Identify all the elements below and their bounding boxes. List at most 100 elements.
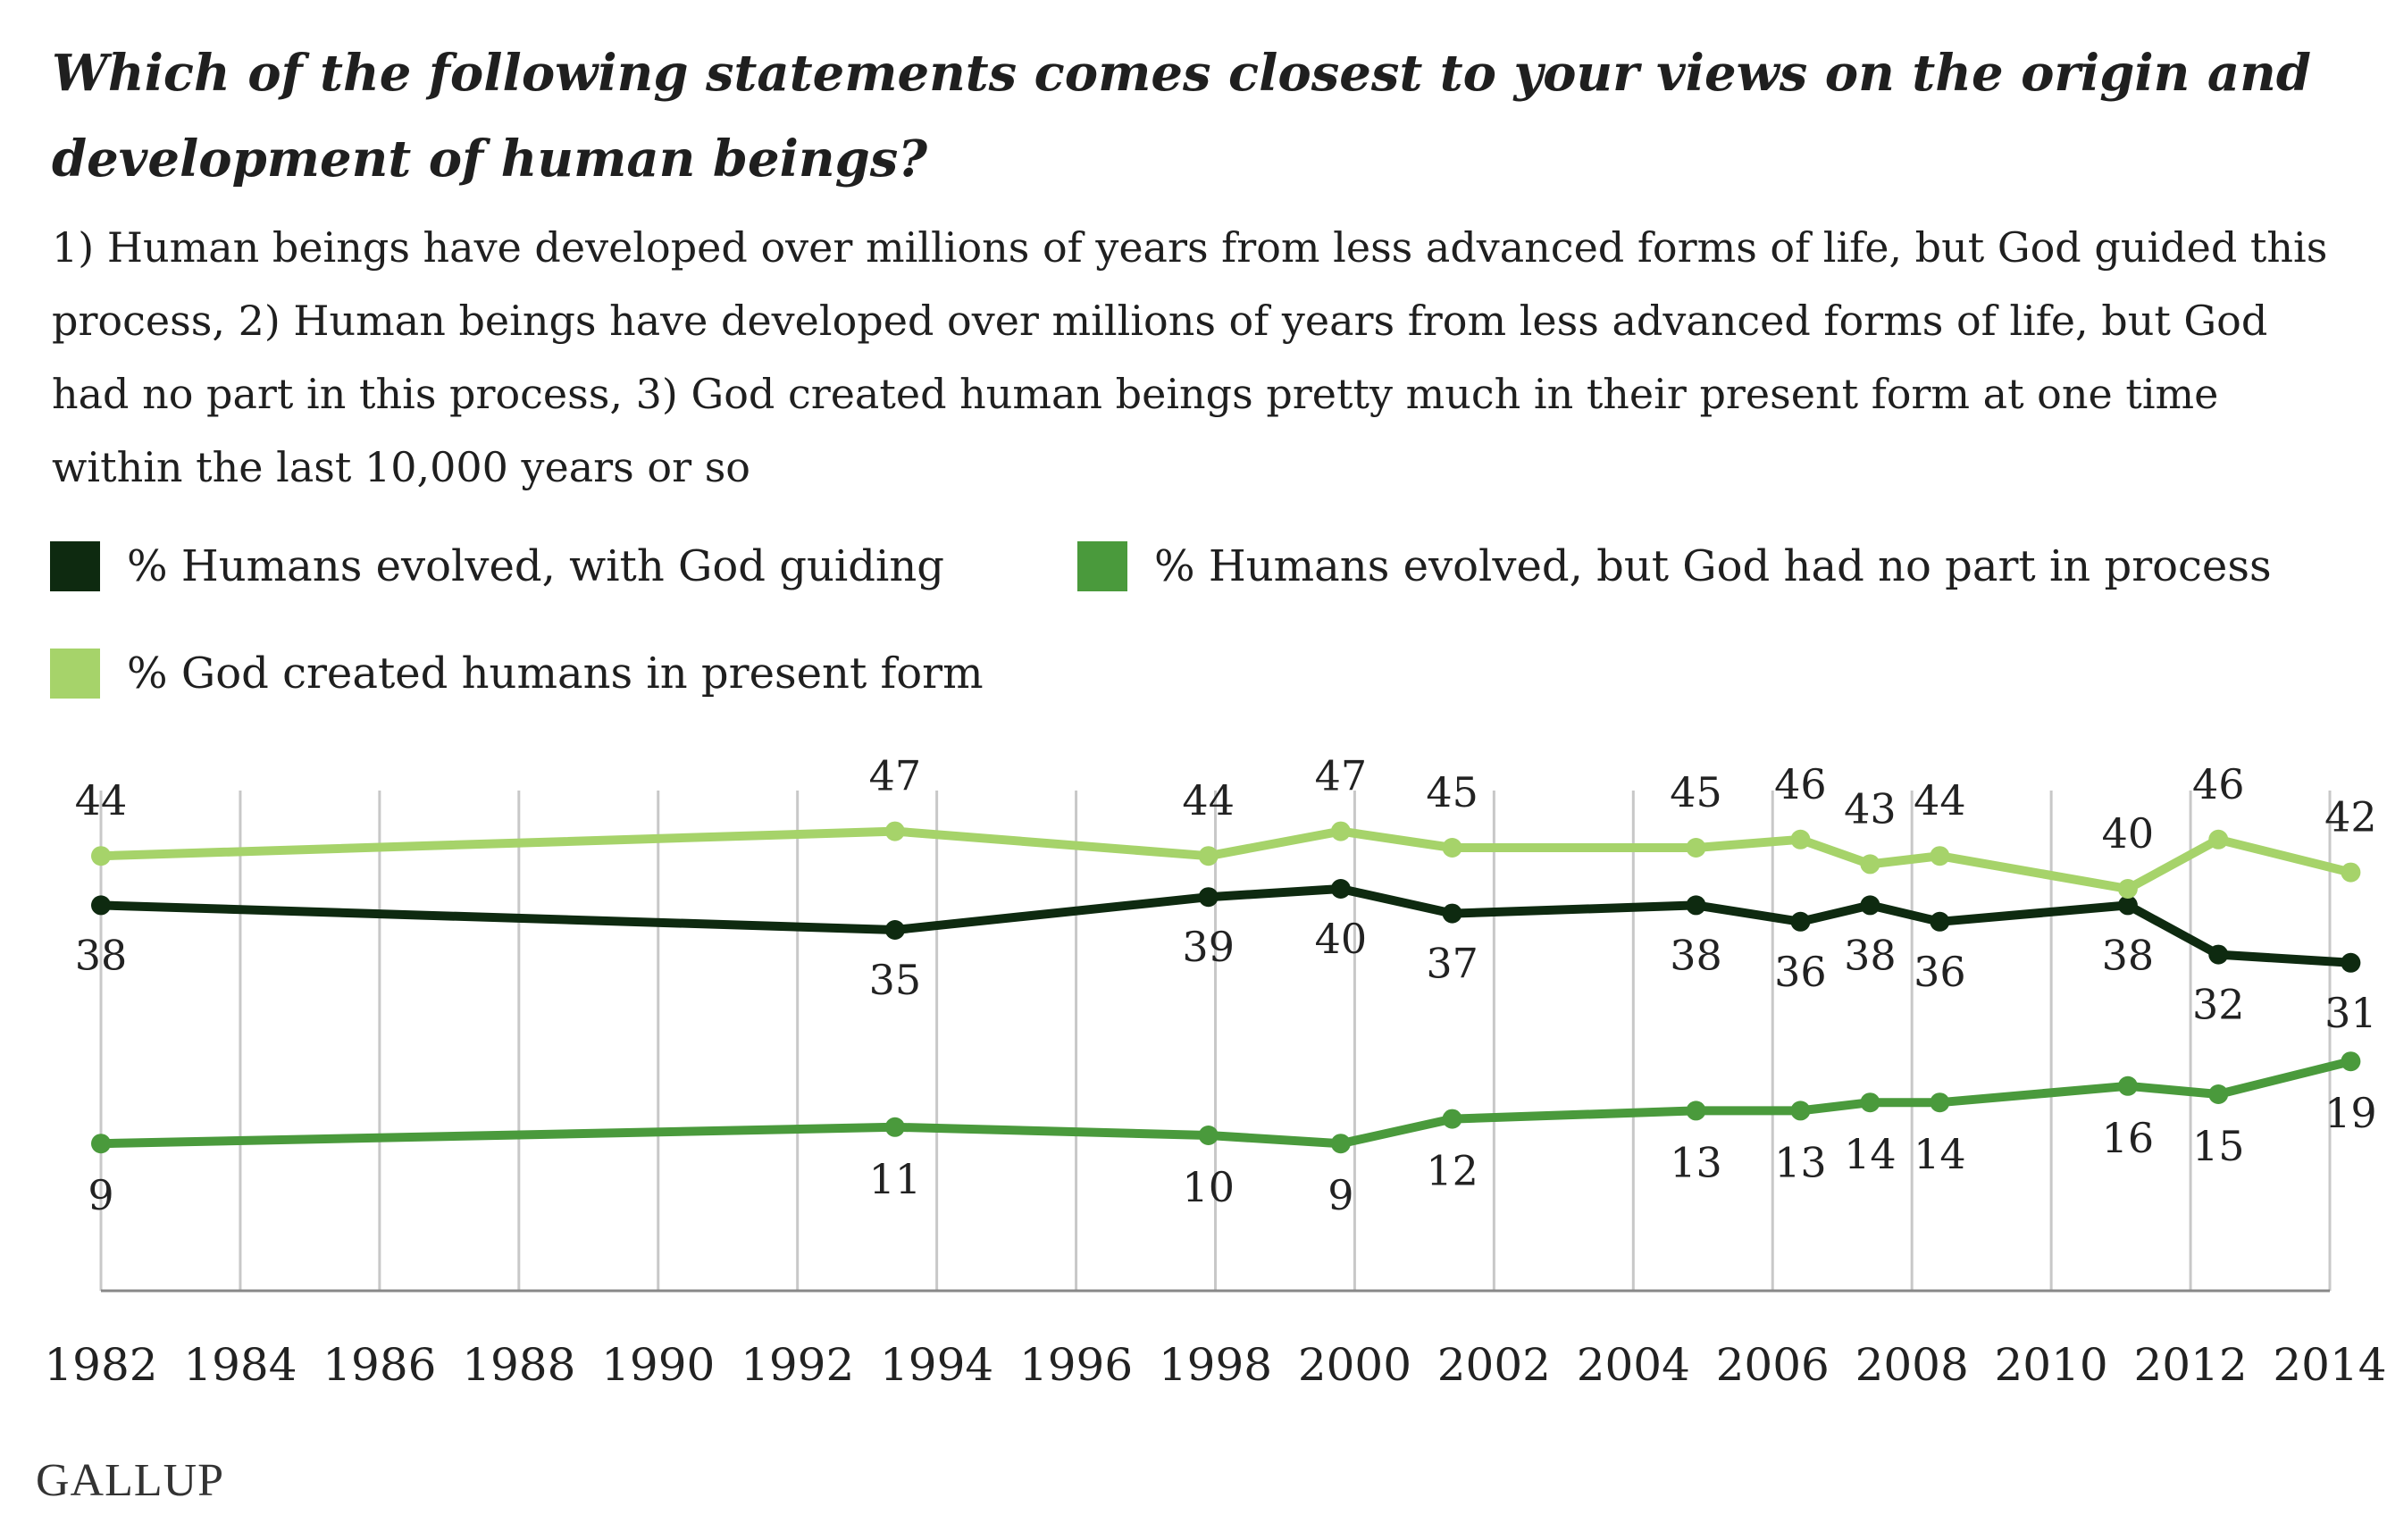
x-tick-label: 2012 xyxy=(2133,1339,2247,1391)
data-label-no-god: 15 xyxy=(2192,1122,2245,1170)
data-point-god-guiding xyxy=(1930,911,1950,932)
data-label-no-god: 12 xyxy=(1426,1147,1478,1195)
legend-item-creationist: % God created humans in present form xyxy=(50,649,984,699)
data-label-creationist: 42 xyxy=(2324,793,2377,841)
x-tick-label: 1994 xyxy=(880,1339,993,1391)
data-label-creationist: 46 xyxy=(1774,760,1827,808)
data-point-god-guiding xyxy=(1686,895,1706,916)
x-tick-label: 2010 xyxy=(1995,1339,2108,1391)
data-label-god-guiding: 32 xyxy=(2192,981,2245,1029)
data-point-god-guiding xyxy=(884,920,905,940)
data-label-creationist: 45 xyxy=(1426,768,1478,816)
data-point-god-guiding xyxy=(1442,903,1462,924)
x-tick-label: 2008 xyxy=(1855,1339,1969,1391)
series-line-no-god xyxy=(96,1057,2356,1149)
legend-label-no-god: % Humans evolved, but God had no part in… xyxy=(1154,541,2272,591)
legend-label-creationist: % God created humans in present form xyxy=(127,649,984,699)
data-point-creationist xyxy=(2208,829,2229,850)
data-point-creationist xyxy=(2341,862,2361,883)
data-label-god-guiding: 38 xyxy=(1844,931,1897,979)
x-tick-label: 1996 xyxy=(1019,1339,1133,1391)
data-label-no-god: 13 xyxy=(1774,1138,1827,1186)
data-label-no-god: 14 xyxy=(1914,1130,1966,1178)
data-point-god-guiding xyxy=(1330,879,1351,899)
data-point-god-guiding xyxy=(1860,895,1880,916)
data-label-god-guiding: 31 xyxy=(2324,989,2377,1037)
x-tick-label: 2006 xyxy=(1716,1339,1830,1391)
data-point-no-god xyxy=(91,1134,111,1154)
data-point-creationist xyxy=(1686,838,1706,858)
data-point-no-god xyxy=(1930,1092,1950,1113)
legend-swatch-creationist xyxy=(50,649,100,699)
data-label-no-god: 9 xyxy=(88,1171,113,1219)
series-line-creationist xyxy=(96,826,2356,893)
chart-subtitle: 1) Human beings have developed over mill… xyxy=(52,223,2328,491)
data-point-no-god xyxy=(1686,1101,1706,1121)
x-tick-label: 1986 xyxy=(322,1339,436,1391)
x-tick-label: 1988 xyxy=(462,1339,575,1391)
data-point-no-god xyxy=(1860,1092,1880,1113)
data-point-creationist xyxy=(1198,846,1219,866)
data-label-creationist: 46 xyxy=(2192,760,2245,808)
data-label-god-guiding: 38 xyxy=(2102,931,2155,979)
data-point-creationist xyxy=(91,846,111,866)
data-label-god-guiding: 36 xyxy=(1774,948,1827,996)
legend-swatch-god-guiding xyxy=(50,541,100,591)
data-point-creationist xyxy=(1442,838,1462,858)
data-label-no-god: 10 xyxy=(1182,1163,1235,1211)
data-label-creationist: 44 xyxy=(1182,776,1235,824)
data-point-no-god xyxy=(2341,1051,2361,1072)
data-label-god-guiding: 37 xyxy=(1426,940,1478,988)
data-label-no-god: 11 xyxy=(869,1155,922,1203)
data-point-creationist xyxy=(884,821,905,841)
x-tick-label: 1984 xyxy=(183,1339,297,1391)
data-point-god-guiding xyxy=(2341,952,2361,973)
data-label-no-god: 19 xyxy=(2324,1089,2377,1137)
data-point-no-god xyxy=(884,1117,905,1137)
legend-item-no-god: % Humans evolved, but God had no part in… xyxy=(1077,541,2272,591)
data-point-no-god xyxy=(1198,1126,1219,1145)
data-point-creationist xyxy=(1860,854,1880,875)
data-label-no-god: 16 xyxy=(2102,1114,2155,1162)
data-label-creationist: 40 xyxy=(2102,809,2155,858)
legend-swatch-no-god xyxy=(1077,541,1127,591)
x-tick-label: 1982 xyxy=(44,1339,157,1391)
data-label-creationist: 47 xyxy=(869,752,922,800)
data-point-creationist xyxy=(1330,821,1351,841)
data-point-god-guiding xyxy=(2117,895,2138,916)
data-label-no-god: 9 xyxy=(1328,1171,1353,1219)
data-label-god-guiding: 35 xyxy=(869,956,922,1004)
data-label-god-guiding: 38 xyxy=(75,931,128,979)
data-label-no-god: 13 xyxy=(1670,1138,1722,1186)
data-label-god-guiding: 40 xyxy=(1315,915,1368,963)
data-label-creationist: 43 xyxy=(1844,784,1897,833)
data-point-god-guiding xyxy=(1198,887,1219,908)
x-tick-label: 2002 xyxy=(1437,1339,1551,1391)
chart-title: Which of the following statements comes … xyxy=(52,44,2311,188)
data-label-god-guiding: 38 xyxy=(1670,931,1722,979)
data-point-no-god xyxy=(1330,1134,1351,1154)
data-point-god-guiding xyxy=(2208,944,2229,965)
data-label-god-guiding: 36 xyxy=(1914,948,1966,996)
series-line-god-guiding xyxy=(96,884,2356,967)
data-label-no-god: 14 xyxy=(1844,1130,1897,1178)
x-tick-label: 1992 xyxy=(741,1339,854,1391)
x-tick-label: 1990 xyxy=(601,1339,715,1391)
data-point-no-god xyxy=(1442,1109,1462,1129)
data-point-god-guiding xyxy=(1790,911,1811,932)
legend-item-god-guiding: % Humans evolved, with God guiding xyxy=(50,541,944,591)
line-chart: 1982 1984 1986 1988 1990 1992 1994 1996 1998 2000… xyxy=(44,752,2386,1391)
data-label-creationist: 44 xyxy=(75,776,128,824)
data-label-creationist: 45 xyxy=(1670,768,1722,816)
data-label-creationist: 44 xyxy=(1914,776,1966,824)
data-point-creationist xyxy=(1930,846,1950,866)
data-point-no-god xyxy=(1790,1101,1811,1121)
x-tick-label: 1998 xyxy=(1159,1339,1272,1391)
data-point-no-god xyxy=(2117,1075,2138,1096)
legend-label-god-guiding: % Humans evolved, with God guiding xyxy=(127,541,944,591)
x-tick-label: 2014 xyxy=(2273,1339,2386,1391)
data-point-creationist xyxy=(1790,829,1811,850)
data-label-creationist: 47 xyxy=(1315,752,1368,800)
data-point-creationist xyxy=(2117,879,2138,899)
gallup-logo: GALLUP xyxy=(36,1455,225,1506)
